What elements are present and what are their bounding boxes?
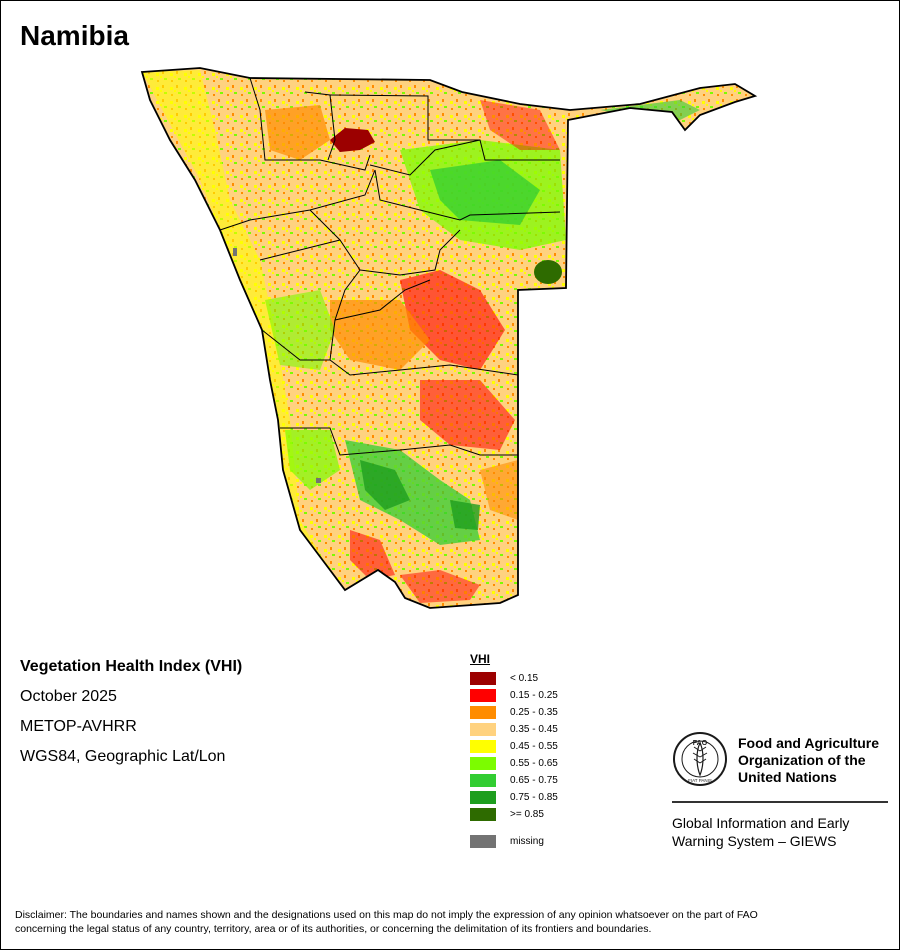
legend-label: 0.65 - 0.75 [510,775,558,786]
legend-row: >= 0.85 [470,806,558,823]
legend-row-missing: missing [470,833,558,850]
legend-swatch [470,706,496,719]
vhi-missing-pixels [233,248,237,256]
index-name: Vegetation Health Index (VHI) [20,658,243,675]
disclaimer-line: Disclaimer: The boundaries and names sho… [15,909,758,921]
sensor-label: METOP-AVHRR [20,718,137,735]
legend-label: < 0.15 [510,673,539,684]
vhi-zone [400,570,480,603]
giews-line: Warning System – GIEWS [672,833,837,849]
legend-row: 0.45 - 0.55 [470,738,558,755]
fao-divider [672,801,888,803]
map-title: Namibia [20,20,129,51]
legend-swatch [470,723,496,736]
legend-classes: < 0.15 0.15 - 0.25 0.25 - 0.35 0.35 - 0.45 0… [470,670,558,823]
vhi-zone [420,380,515,450]
legend-swatch [470,740,496,753]
vhi-missing-pixels [316,478,321,483]
vhi-zone [400,270,505,370]
vhi-zone [142,70,330,570]
legend-row: < 0.15 [470,670,558,687]
fao-org-name: Food and Agriculture Organization of the… [738,735,898,786]
legend-label: 0.45 - 0.55 [510,741,558,752]
legend-swatch [470,672,496,685]
vhi-zone [480,100,560,150]
legend-row: 0.65 - 0.75 [470,772,558,789]
vhi-legend: VHI < 0.15 0.15 - 0.25 0.25 - 0.35 0.35 - 0… [470,652,558,850]
vhi-zone [330,300,430,370]
vhi-zone [330,128,375,152]
fao-name-line: Food and Agriculture [738,735,880,751]
vhi-zone [265,290,335,370]
legend-label: 0.55 - 0.65 [510,758,558,769]
legend-row: 0.15 - 0.25 [470,687,558,704]
vhi-zone [285,430,340,490]
legend-swatch [470,791,496,804]
legend-title: VHI [470,652,491,666]
vhi-zone [265,105,330,160]
legend-label-missing: missing [510,836,544,847]
vhi-map [141,67,756,609]
legend-label: >= 0.85 [510,809,544,820]
giews-line: Global Information and Early [672,815,850,831]
legend-swatch [470,757,496,770]
fao-logo-icon: FAO FIAT PANIS [673,732,727,786]
legend-row: 0.35 - 0.45 [470,721,558,738]
vhi-zone [480,460,518,520]
vhi-zone [360,460,410,510]
legend-row: 0.55 - 0.65 [470,755,558,772]
legend-label: 0.35 - 0.45 [510,724,558,735]
vhi-zone [534,260,562,284]
legend-row: 0.75 - 0.85 [470,789,558,806]
legend-swatch [470,808,496,821]
fao-name-line: Organization of the [738,752,866,768]
legend-row: 0.25 - 0.35 [470,704,558,721]
legend-label: 0.75 - 0.85 [510,792,558,803]
vhi-zone [450,500,480,530]
legend-swatch-missing [470,835,496,848]
admin-boundaries [219,77,561,456]
giews-label: Global Information and Early Warning Sys… [672,814,892,850]
vhi-raster [142,68,755,608]
disclaimer: Disclaimer: The boundaries and names sho… [15,908,885,936]
period-label: October 2025 [20,688,117,705]
legend-swatch [470,774,496,787]
vhi-zone [430,160,540,225]
legend-label: 0.15 - 0.25 [510,690,558,701]
legend-swatch [470,689,496,702]
fao-logo-motto: FIAT PANIS [688,778,712,783]
map-metadata: Vegetation Health Index (VHI) October 20… [20,657,242,777]
vhi-zone [350,530,395,580]
legend-label: 0.25 - 0.35 [510,707,558,718]
fao-logo-text: FAO [693,740,708,747]
projection-label: WGS84, Geographic Lat/Lon [20,748,226,765]
fao-name-line: United Nations [738,769,837,785]
disclaimer-line: concerning the legal status of any count… [15,923,652,935]
